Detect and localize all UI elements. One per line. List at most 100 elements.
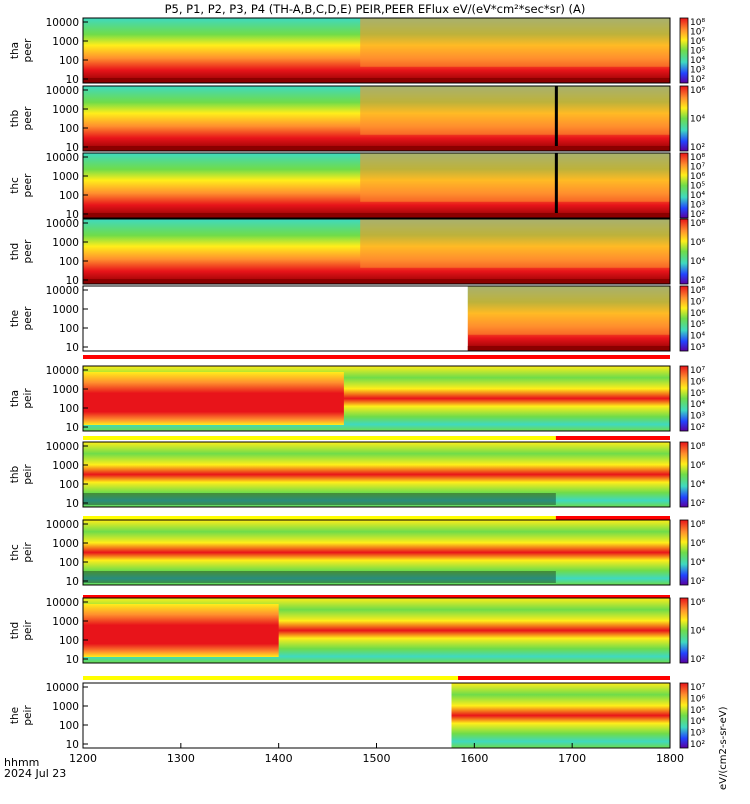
- x-tick-label: 1600: [460, 752, 488, 765]
- y-axis-label-species: peir: [22, 464, 34, 485]
- low-energy-band: [83, 279, 670, 284]
- y-axis-label-species: peir: [22, 705, 34, 726]
- panel-thc-peer: 10000 1000 100 10 thc peer 10⁸10⁷10⁶10⁵10⁴10³1…: [9, 152, 705, 221]
- y-tick-label: 100: [59, 55, 79, 67]
- colorbar-tick-label: 10³: [690, 729, 705, 739]
- heatmap-the-peir: [451, 683, 670, 748]
- y-axis-label-probe: thb: [9, 109, 21, 127]
- y-tick-label: 1000: [52, 538, 79, 550]
- y-tick-label: 10000: [46, 441, 79, 453]
- colorbar-tick-label: 10²: [690, 655, 705, 665]
- y-tick-label: 10: [66, 654, 79, 666]
- y-tick-label: 10: [66, 142, 79, 154]
- colorbar-tick-label: 10⁴: [690, 717, 705, 727]
- warm-region: [360, 86, 670, 135]
- y-axis-label-probe: thd: [9, 243, 21, 260]
- colorbar-tick-label: 10⁴: [690, 56, 705, 66]
- y-tick-label: 1000: [52, 171, 79, 183]
- y-axis-label-species: peer: [22, 173, 34, 198]
- y-tick-label: 1000: [52, 701, 79, 713]
- colorbar-tick-label: 10⁸: [690, 442, 705, 452]
- panel-tha-peer: 10000 1000 100 10 tha peer 10⁸10⁷10⁶10⁵10⁴10³1…: [9, 17, 705, 86]
- colorbar-tick-label: 10⁶: [690, 598, 705, 608]
- y-tick-label: 100: [59, 403, 79, 415]
- colorbar-tick-label: 10⁸: [690, 153, 705, 163]
- colorbar-tick-label: 10⁴: [690, 191, 705, 201]
- y-tick-label: 10000: [46, 597, 79, 609]
- colorbar-tick-label: 10⁵: [690, 706, 705, 716]
- y-tick-label: 1000: [52, 237, 79, 249]
- heatmap-thb-peir: [83, 442, 670, 507]
- hot-ion-region: [83, 604, 279, 657]
- colorbar-tick-label: 10²: [690, 210, 705, 220]
- colorbar-tick-label: 10⁶: [690, 461, 705, 471]
- time-axis: 1200 1300 1400 1500 1600 1700 1800: [69, 743, 684, 765]
- y-tick-label: 100: [59, 190, 79, 202]
- colorbar: [679, 17, 689, 84]
- colorbar-tick-label: 10²: [690, 499, 705, 509]
- figure-title: P5, P1, P2, P3, P4 (TH-A,B,C,D,E) PEIR,P…: [165, 2, 586, 16]
- colorbar-tick-label: 10⁸: [690, 286, 705, 296]
- colorbar-tick-label: 10²: [690, 423, 705, 433]
- y-axis-label-species: peir: [22, 542, 34, 563]
- colorbar-tick-label: 10²: [690, 143, 705, 153]
- colorbar: [679, 85, 689, 152]
- warm-region: [360, 18, 670, 67]
- y-tick-label: 10: [66, 576, 79, 588]
- x-tick-label: 1700: [558, 752, 586, 765]
- y-tick-label: 1000: [52, 304, 79, 316]
- y-tick-label: 10000: [46, 218, 79, 230]
- colorbar-tick-label: 10⁴: [690, 627, 705, 637]
- x-tick-label: 1300: [167, 752, 195, 765]
- panel-frame: [82, 597, 671, 664]
- y-axis-label-probe: thc: [9, 544, 21, 561]
- y-axis-label-probe: thc: [9, 177, 21, 194]
- x-tick-label: 1400: [265, 752, 293, 765]
- y-tick-label: 10000: [46, 17, 79, 29]
- y-axis-label-species: peer: [22, 306, 34, 331]
- status-bar-red: [555, 436, 670, 440]
- y-tick-label: 1000: [52, 104, 79, 116]
- y-axis-label-probe: thd: [9, 622, 21, 639]
- y-tick-label: 10: [66, 74, 79, 86]
- low-energy-band: [83, 146, 670, 151]
- data-spike: [554, 153, 558, 218]
- status-bar-yellow: [83, 436, 556, 440]
- colorbar-tick-label: 10⁶: [690, 238, 705, 248]
- colorbar-tick-label: 10⁵: [690, 182, 705, 192]
- y-axis-label-species: peer: [22, 38, 34, 63]
- colorbar-tick-label: 10²: [690, 740, 705, 750]
- colorbar-tick-label: 10⁶: [690, 86, 705, 96]
- y-axis-label-species: peir: [22, 620, 34, 641]
- panel-frame: [82, 365, 671, 432]
- y-tick-label: 1000: [52, 460, 79, 472]
- y-axis-label-probe: the: [9, 707, 21, 724]
- colorbar-tick-label: 10⁴: [690, 332, 705, 342]
- y-axis-label-species: peer: [22, 239, 34, 264]
- colorbar-tick-label: 10⁶: [690, 539, 705, 549]
- colorbar-tick-label: 10⁶: [690, 694, 705, 704]
- colorbar: [679, 597, 689, 664]
- heatmap-thc-peir: [83, 520, 670, 585]
- colorbar-tick-label: 10⁷: [690, 28, 705, 38]
- y-tick-label: 100: [59, 635, 79, 647]
- colorbar-tick-label: 10⁴: [690, 257, 705, 267]
- panel-thd-peer: 10000 1000 100 10 thd peer 10⁸ 10⁶ 10⁴ 10²: [9, 218, 705, 287]
- colorbar-tick-label: 10⁷: [690, 297, 705, 307]
- y-axis-label-probe: the: [9, 310, 21, 327]
- colorbar-tick-label: 10⁶: [690, 172, 705, 182]
- y-axis-label-probe: tha: [9, 42, 21, 59]
- noise-band: [83, 571, 556, 583]
- y-tick-label: 10: [66, 739, 79, 751]
- colorbar-tick-label: 10⁶: [690, 37, 705, 47]
- colorbar: [679, 682, 689, 749]
- panel-frame: [82, 441, 671, 508]
- colorbar-tick-label: 10⁵: [690, 47, 705, 57]
- colorbar: [679, 218, 689, 285]
- panel-thd-peir: 10000 1000 100 10 thd peir 10⁶ 10⁴ 10²: [9, 597, 705, 680]
- panel-thb-peer: 10000 1000 100 10 thb peer 10⁶ 10⁴ 10²: [9, 85, 705, 154]
- y-tick-label: 10: [66, 342, 79, 354]
